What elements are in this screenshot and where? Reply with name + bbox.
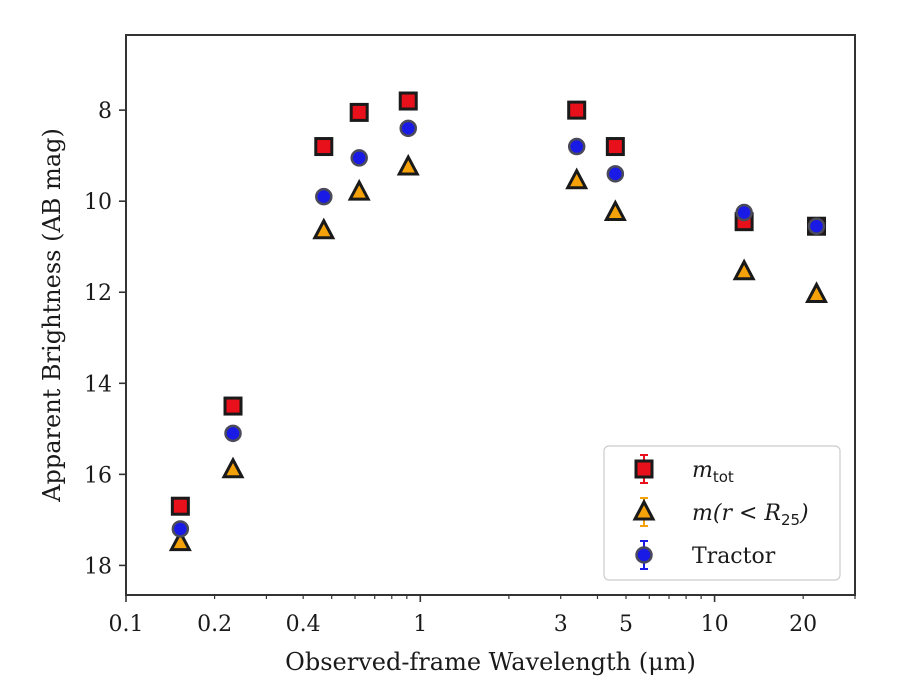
circle-point bbox=[171, 520, 190, 538]
triangle-point bbox=[221, 456, 245, 479]
triangle-point bbox=[732, 258, 756, 281]
legend-label: Tractor bbox=[692, 544, 776, 569]
legend-marker-square bbox=[634, 459, 654, 479]
legend-marker-triangle bbox=[632, 498, 656, 521]
triangle-point bbox=[603, 199, 627, 222]
x-tick-label: 0.4 bbox=[286, 612, 321, 637]
plot-frame bbox=[125, 34, 856, 596]
y-tick-label: 10 bbox=[84, 190, 112, 215]
legend-label: m(r < R25) bbox=[692, 501, 809, 529]
x-tick-label: 0.1 bbox=[109, 612, 144, 637]
y-tick-label: 14 bbox=[84, 372, 112, 397]
triangle-point bbox=[168, 529, 192, 552]
square-point bbox=[567, 100, 587, 120]
y-tick-label: 16 bbox=[84, 463, 112, 488]
x-axis-label: Observed-frame Wavelength (μm) bbox=[285, 648, 696, 676]
square-point bbox=[398, 91, 418, 111]
x-tick-label: 10 bbox=[701, 612, 729, 637]
x-tick-label: 1 bbox=[413, 612, 427, 637]
circle-point bbox=[224, 424, 242, 443]
legend-marker-circle bbox=[635, 546, 653, 564]
circle-point bbox=[350, 149, 368, 167]
square-point bbox=[349, 102, 369, 122]
x-tick-label: 3 bbox=[554, 612, 568, 637]
plot-border bbox=[125, 34, 856, 596]
x-tick-label: 20 bbox=[789, 612, 817, 637]
triangle-point bbox=[805, 281, 829, 304]
circle-point bbox=[807, 217, 826, 235]
circle-point bbox=[315, 187, 333, 206]
square-point bbox=[605, 137, 625, 157]
y-tick-label: 8 bbox=[98, 99, 112, 124]
series-circle bbox=[171, 119, 826, 538]
series-triangle bbox=[168, 153, 829, 552]
square-point bbox=[170, 496, 190, 516]
circle-point bbox=[567, 137, 586, 156]
triangle-point bbox=[312, 217, 336, 240]
triangle-point bbox=[396, 153, 420, 176]
legend-box bbox=[603, 445, 841, 581]
triangle-point bbox=[347, 178, 371, 201]
y-tick-label: 18 bbox=[84, 554, 112, 579]
y-axis-label: Apparent Brightness (AB mag) bbox=[38, 128, 66, 503]
legend: mtot m(r < R25) Tractor bbox=[603, 445, 841, 581]
triangle-point bbox=[565, 167, 589, 190]
circle-point bbox=[606, 165, 625, 183]
y-tick-label: 12 bbox=[84, 281, 112, 306]
x-axis: 0.1 0.2 0.4 1 3 5 10 20 bbox=[109, 595, 856, 637]
legend-label: mtot bbox=[692, 458, 734, 486]
x-tick-label: 0.2 bbox=[197, 612, 232, 637]
square-point bbox=[314, 137, 334, 157]
square-point bbox=[223, 396, 243, 416]
y-axis: 8 10 12 14 16 18 bbox=[84, 99, 126, 579]
circle-point bbox=[399, 119, 417, 138]
x-tick-label: 5 bbox=[619, 612, 633, 637]
circle-point bbox=[735, 203, 753, 222]
data-points bbox=[168, 91, 829, 552]
